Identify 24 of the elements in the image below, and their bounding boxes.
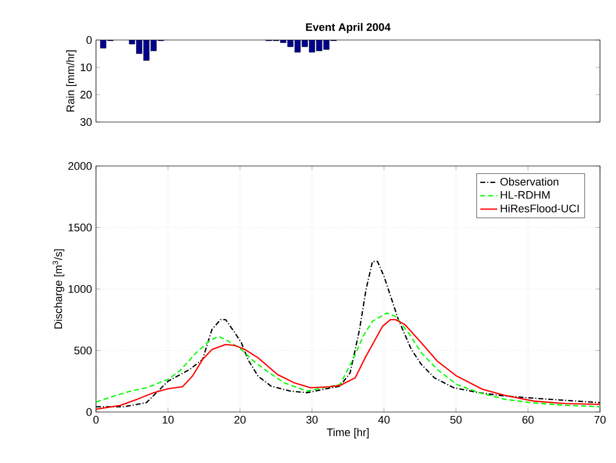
x-tick-label: 40 — [378, 416, 390, 424]
x-tick-label: 70 — [594, 416, 606, 424]
x-tick-label: 60 — [522, 416, 534, 424]
x-tick-label: 10 — [162, 416, 174, 424]
y-tick-label: 1000 — [68, 285, 92, 293]
y-tick-label: 10 — [80, 63, 92, 72]
chart-title: Event April 2004 — [306, 22, 391, 34]
legend-label: HL-RDHM — [500, 191, 550, 199]
y-tick-label: 500 — [74, 346, 92, 354]
y-tick-label: 2000 — [68, 162, 92, 170]
y-axis-title: Discharge [m$^{3}$/s] — [52, 249, 64, 329]
x-tick-label: 30 — [306, 416, 318, 424]
x-tick-label: 0 — [93, 416, 99, 424]
x-tick-label: 50 — [450, 416, 462, 424]
x-axis-title: Time [hr] — [326, 428, 369, 438]
legend-label: HiResFlood-UCI — [500, 204, 579, 212]
x-tick-label: 20 — [234, 416, 246, 424]
y-tick-label: 1500 — [68, 224, 92, 232]
y-tick-label: 30 — [80, 118, 92, 126]
y-tick-label: 20 — [80, 90, 92, 99]
y-tick-label: 0 — [86, 36, 92, 44]
legend-label: Observation — [500, 178, 558, 186]
y-tick-label: 0 — [86, 408, 92, 416]
y-axis-title: Rain [mm/hr] — [66, 50, 76, 112]
